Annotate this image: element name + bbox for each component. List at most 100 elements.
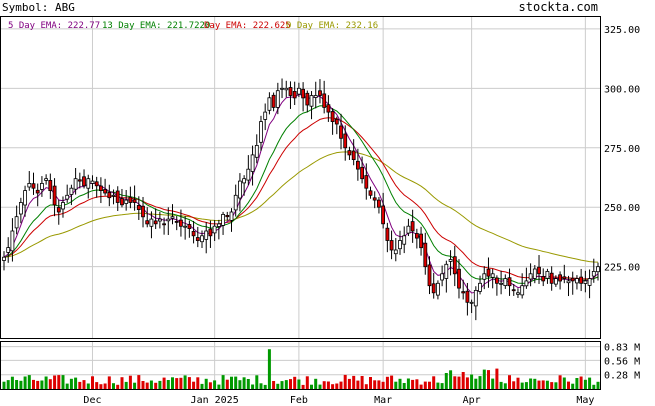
candle-down (191, 230, 196, 237)
volume-bar (145, 382, 149, 389)
volume-bar (377, 380, 381, 389)
volume-bar (318, 384, 322, 389)
candle-down (82, 176, 86, 187)
volume-bar (436, 382, 440, 389)
volume-bar (280, 381, 284, 389)
candle-down (174, 220, 179, 223)
brand-label: stockta.com (519, 0, 598, 14)
candle-down (318, 90, 322, 96)
volume-bar (124, 381, 128, 389)
candle-down (115, 190, 120, 203)
volume-bar (499, 381, 503, 389)
candle-down (457, 268, 461, 289)
volume-bar (137, 375, 141, 389)
volume-bar (550, 382, 554, 389)
volume-bar (6, 380, 10, 389)
volume-bar (171, 377, 174, 389)
volume-bar (44, 376, 48, 389)
volume-bar (347, 378, 351, 389)
volume-bar (470, 374, 474, 389)
candle-up (44, 178, 48, 181)
candle-down (132, 199, 137, 203)
volume-bar (162, 377, 166, 389)
volume-bar (284, 380, 288, 389)
candle-up (524, 280, 529, 287)
candle-up (554, 278, 558, 285)
legend-ema5-value: 222.77 (68, 21, 101, 31)
candle-up (448, 259, 453, 262)
volume-bar (128, 375, 132, 389)
candle-down (120, 198, 124, 206)
volume-bar (91, 376, 94, 389)
volume-bar (99, 384, 103, 389)
symbol-label: Symbol: ABG (2, 1, 75, 14)
volume-bar (457, 376, 461, 389)
candle-down (103, 189, 107, 194)
volume-tick-label: 0.83 M (604, 343, 640, 354)
volume-bar (406, 378, 410, 389)
candle-up (246, 168, 251, 181)
volume-bar (394, 381, 398, 389)
volume-bar (415, 379, 419, 389)
candle-up (545, 270, 550, 279)
legend-ema13-name: 13 Day EMA: (102, 21, 162, 31)
volume-bar (103, 383, 107, 389)
volume-bar (432, 376, 436, 389)
volume-bar (541, 380, 545, 389)
volume-bar (40, 380, 44, 389)
volume-bar (369, 377, 372, 389)
candle-up (406, 225, 411, 234)
candle-up (520, 285, 525, 296)
candle-up (23, 190, 28, 206)
volume-bar (179, 377, 183, 389)
legend-ema-olive: 0 Day EMA: 232.16 (286, 21, 378, 31)
candlesticks (2, 78, 600, 321)
candle-down (385, 227, 390, 241)
candle-down (178, 219, 183, 227)
candle-up (204, 230, 209, 240)
volume-bar (503, 383, 507, 389)
volume-bar (217, 384, 221, 389)
volume-bar (65, 383, 69, 389)
volume-bar (276, 383, 280, 389)
candle-down (107, 191, 112, 199)
volume-bar (596, 381, 600, 389)
volume-bar (444, 373, 448, 389)
candle-down (376, 199, 381, 208)
candle-down (427, 264, 432, 287)
candle-down (195, 237, 200, 241)
candle-down (339, 125, 343, 139)
candle-up (566, 280, 571, 284)
candle-up (296, 87, 301, 95)
price-axis-labels: 225.00 250.00 275.00 300.00 325.00 (604, 25, 640, 274)
candle-up (233, 194, 238, 211)
volume-bar (419, 384, 423, 389)
volume-bar (537, 380, 541, 389)
volume-bar (487, 370, 490, 389)
candle-down (343, 133, 348, 149)
volume-bar (141, 381, 145, 389)
candle-up (200, 235, 204, 243)
price-panel-frame (0, 16, 601, 339)
legend-ema-olive-value: 232.16 (346, 21, 379, 31)
candle-up (221, 213, 226, 226)
volume-bar (449, 370, 453, 389)
candle-up (14, 216, 19, 229)
candle-down (511, 289, 516, 292)
candle-down (372, 197, 377, 201)
candle-down (136, 204, 141, 210)
month-tick-label: Mar (374, 395, 392, 406)
candle-up (503, 278, 508, 287)
volume-bar (208, 382, 212, 389)
volume-bar (461, 372, 465, 389)
volume-bar (255, 375, 259, 389)
volume-bar (15, 380, 19, 389)
volume-bar (381, 381, 385, 389)
candle-up (313, 95, 318, 98)
candle-up (309, 95, 314, 107)
volume-bar (10, 376, 14, 389)
candle-up (2, 256, 6, 261)
ema13-line (3, 105, 599, 284)
candle-down (452, 256, 457, 275)
